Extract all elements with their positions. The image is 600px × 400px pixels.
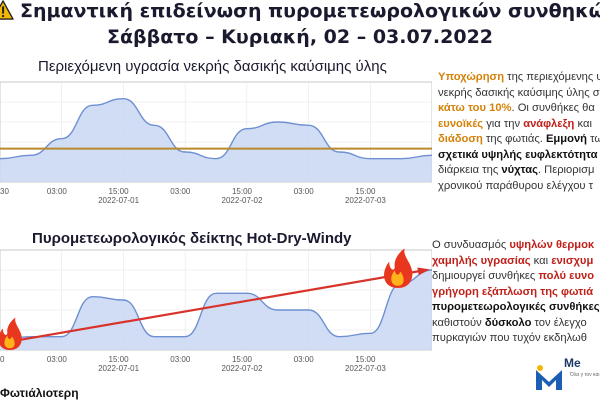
text-panel-fuel-moisture: Υποχώρηση της περιεχόμενης υ νεκρής δασι…	[438, 70, 600, 194]
chart-2-title: Πυρομετεωρολογικός δείκτης Hot-Dry-Windy	[32, 230, 352, 247]
panel1-l4d: και	[574, 117, 592, 130]
x-tick-label: 0	[0, 355, 5, 364]
panel2-l2b: και	[530, 254, 552, 267]
trend-arrowhead	[417, 267, 430, 276]
panel1-l2: νεκρής δασικής καύσιμης ύλης σ	[438, 86, 600, 99]
x-tick-label: 15:00 2022-07-02	[222, 187, 263, 205]
panel1-l4c: ανάφλεξη	[523, 117, 575, 130]
text-panel-hot-dry-windy: Ο συνδυασμός υψηλών θερμοκ χαμηλής υγρασ…	[432, 238, 600, 347]
panel1-l4a: ευνοϊκές	[438, 117, 484, 130]
x-tick-label: 03:00	[47, 355, 68, 364]
x-tick-label: 03:00	[47, 187, 68, 196]
x-tick-label: 03:00	[170, 187, 191, 196]
title-line-1: Σημαντική επιδείνωση πυρομετεωρολογικών …	[0, 0, 600, 22]
fire-icon	[384, 248, 413, 288]
x-tick-label: 03:00	[170, 355, 191, 364]
x-tick-label: 30	[0, 187, 9, 196]
x-tick-label: 15:00 2022-07-02	[222, 355, 263, 373]
series-line	[0, 97, 432, 160]
panel2-l3a: δημιουργεί συνθήκες	[432, 270, 539, 282]
panel2-l5: πυρομετεωρολογικές συνθήκες	[432, 301, 600, 313]
x-tick-label: 15:00 2022-07-03	[345, 355, 386, 373]
panel1-l5a: διάδοση	[438, 133, 483, 145]
title-line-1-text: Σημαντική επιδείνωση πυρομετεωρολογικών …	[20, 0, 600, 22]
panel1-l5c: Εμμονή	[545, 133, 587, 145]
panel2-l1b: υψηλών θερμοκ	[509, 239, 595, 251]
panel1-l7a: διάρκεια της	[438, 164, 502, 176]
panel1-l1b: της περιεχόμενης υ	[504, 71, 600, 83]
panel1-l1a: Υποχώρηση	[438, 71, 505, 83]
panel2-l3b: πολύ ευνο	[538, 270, 595, 282]
panel2-l7: πυρκαγιών που τυχόν εκδηλωθ	[432, 332, 587, 344]
panel2-l2a: χαμηλής υγρασίας	[432, 254, 531, 267]
panel1-l5d: τω	[590, 133, 600, 145]
panel1-l7b: νύχτας	[501, 164, 538, 176]
x-tick-label: 03:00	[294, 355, 315, 364]
chart-hot-dry-windy: 03:00 15:00 2022-07-01 03:00 15:00 2022-07-02…	[0, 248, 432, 373]
panel2-l6b: δύσκολο	[484, 316, 532, 329]
panel2-l6c: τον έλεγχο	[531, 316, 587, 329]
x-tick-label: 15:00 2022-07-01	[98, 187, 139, 205]
panel2-l1a: Ο συνδυασμός	[432, 239, 510, 251]
panel1-l7c: . Περιορισμ	[537, 164, 595, 176]
trend-arrow	[0, 268, 427, 345]
x-tick-label: 03:00	[294, 187, 315, 196]
series-line	[0, 269, 432, 341]
panel1-l3a: κάτω του 10%	[438, 102, 512, 114]
meteo-logo: Me Όλα γ τον και	[534, 352, 600, 400]
title-line-2: Σάββατο – Κυριακή, 02 – 03.07.2022	[106, 26, 494, 48]
panel1-l3b: . Οι συνθήκες θα	[511, 102, 595, 114]
fire-icon	[0, 317, 22, 350]
x-tick-label: 15:00 2022-07-01	[98, 355, 139, 373]
panel2-l4: γρήγορη εξάπλωση της φωτιά	[432, 285, 594, 298]
series-area	[0, 98, 432, 182]
logo-wordmark: Me	[564, 356, 581, 370]
panel1-l6: σχετικά υψηλής ευφλεκτότητα	[438, 148, 598, 161]
meteo-logo-icon	[536, 365, 562, 390]
panel1-l5b: της φωτιάς.	[482, 133, 546, 145]
panel2-l6a: καθιστούν	[432, 316, 485, 329]
warning-icon	[0, 0, 14, 20]
panel2-l2c: ενισχυμ	[551, 254, 594, 267]
panel1-l8: χρονικού παράθυρου ελέγχου τ	[438, 179, 594, 192]
panel1-l4b: για την	[483, 117, 524, 130]
series-area	[0, 270, 432, 350]
chart-1-title: Περιεχόμενη υγρασία νεκρής δασικής καύσι…	[38, 58, 387, 75]
logo-tagline: Όλα γ τον και	[570, 372, 600, 378]
footer-text: Φωτιάλιοτερη	[0, 386, 79, 400]
chart-fuel-moisture: 03:00 15:00 2022-07-01 03:00 15:00 2022-07-02…	[0, 81, 432, 205]
x-tick-label: 15:00 2022-07-03	[345, 187, 386, 205]
